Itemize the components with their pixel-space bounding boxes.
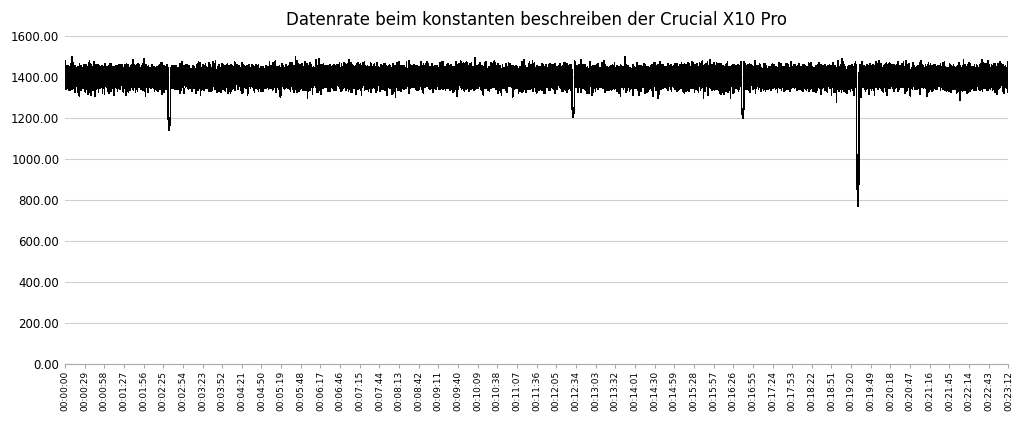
Title: Datenrate beim konstanten beschreiben der Crucial X10 Pro: Datenrate beim konstanten beschreiben de… [286,11,787,29]
